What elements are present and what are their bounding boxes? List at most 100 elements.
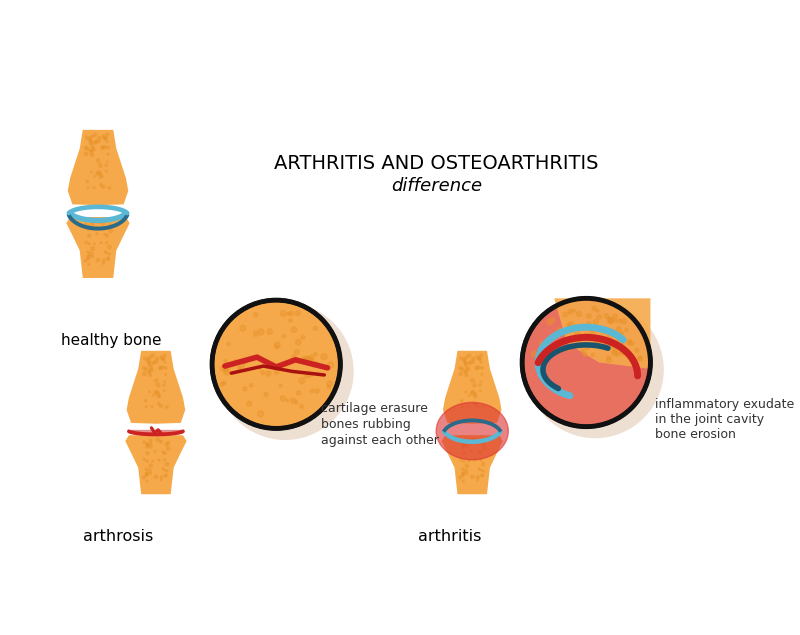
Circle shape [462,472,464,474]
Circle shape [482,406,485,408]
Circle shape [314,352,317,356]
Circle shape [478,451,480,453]
Circle shape [99,184,102,186]
Circle shape [165,373,166,375]
Circle shape [611,351,617,356]
Circle shape [165,443,168,446]
Circle shape [145,468,147,470]
Circle shape [87,229,90,231]
Circle shape [97,159,100,163]
Circle shape [463,443,466,446]
Circle shape [156,357,159,361]
Circle shape [94,187,95,189]
Circle shape [308,358,311,361]
Circle shape [258,329,264,335]
Circle shape [85,241,87,243]
Circle shape [539,341,543,345]
Circle shape [557,328,561,331]
Circle shape [258,411,264,417]
Circle shape [469,363,470,364]
Circle shape [154,360,156,363]
Circle shape [142,366,146,370]
Circle shape [547,319,553,325]
Circle shape [480,381,482,382]
Circle shape [482,443,485,446]
Circle shape [162,468,164,470]
Circle shape [88,264,90,265]
Circle shape [465,374,468,377]
Circle shape [638,356,642,361]
Circle shape [90,143,92,145]
Circle shape [242,387,247,391]
Circle shape [302,357,306,361]
Circle shape [479,390,481,392]
Circle shape [87,251,89,253]
Circle shape [573,309,575,312]
Circle shape [602,329,607,334]
Circle shape [477,366,480,369]
Circle shape [151,406,153,408]
Circle shape [290,358,294,361]
Circle shape [84,260,87,262]
Circle shape [164,474,167,477]
Circle shape [620,348,626,354]
Circle shape [466,442,469,444]
Circle shape [464,357,466,360]
Circle shape [324,366,327,370]
Circle shape [613,314,617,319]
Circle shape [100,242,102,243]
Circle shape [478,468,480,470]
Circle shape [299,404,303,408]
Circle shape [107,147,110,149]
Polygon shape [126,351,186,424]
Circle shape [91,247,94,250]
Circle shape [258,367,262,370]
Circle shape [461,399,463,402]
Circle shape [606,328,610,332]
Circle shape [254,312,258,317]
Circle shape [89,225,91,228]
Circle shape [94,142,97,144]
Circle shape [621,319,626,324]
Circle shape [458,476,462,479]
Text: bones rubbing: bones rubbing [321,418,410,431]
Circle shape [109,224,112,227]
Circle shape [220,366,225,371]
Circle shape [92,135,94,137]
Circle shape [608,318,613,323]
Circle shape [106,133,109,136]
Text: against each other: against each other [321,434,438,446]
Circle shape [615,352,619,356]
Circle shape [468,406,470,408]
Circle shape [295,401,298,404]
Circle shape [224,369,230,375]
Circle shape [107,225,110,229]
Circle shape [87,256,89,258]
Circle shape [165,367,167,369]
Circle shape [149,464,153,467]
Circle shape [158,393,159,394]
Circle shape [109,229,113,232]
Circle shape [152,395,154,396]
Circle shape [544,344,549,349]
Circle shape [546,344,552,350]
Circle shape [546,352,553,358]
Circle shape [466,356,468,358]
Circle shape [102,185,105,189]
Circle shape [462,460,465,462]
Circle shape [295,311,300,316]
Circle shape [164,361,166,363]
Circle shape [94,175,96,177]
Circle shape [568,326,570,328]
Circle shape [310,355,314,359]
Circle shape [151,354,154,357]
Text: bone erosion: bone erosion [655,428,736,441]
Circle shape [98,137,101,140]
Circle shape [473,361,474,363]
Circle shape [480,459,482,461]
Circle shape [90,140,91,142]
Circle shape [149,391,150,392]
Circle shape [234,359,238,363]
Circle shape [146,444,149,447]
Circle shape [109,253,110,255]
